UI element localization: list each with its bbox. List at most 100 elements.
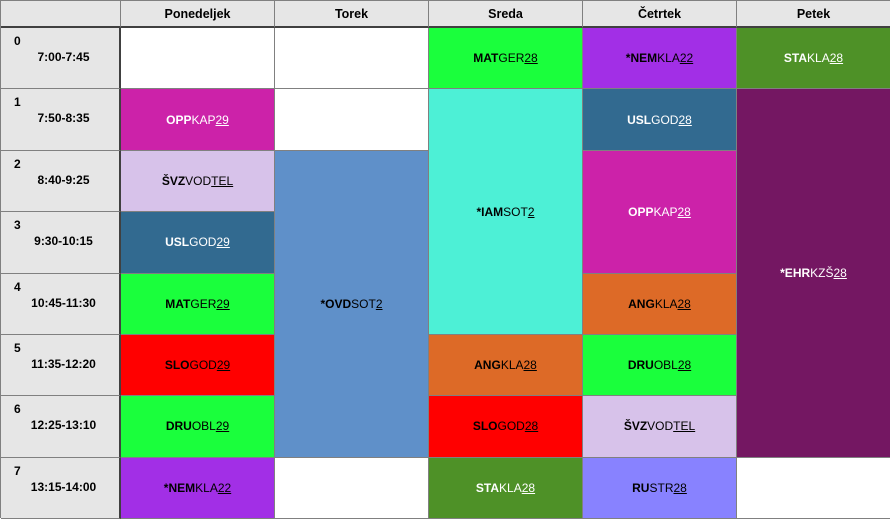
lesson-cell[interactable]: *OVD SOT 2 <box>275 150 429 458</box>
lesson-teacher: KLA <box>657 51 680 66</box>
lesson-teacher: GOD <box>651 112 679 127</box>
lesson-subject: *NEM <box>163 480 196 495</box>
lesson-cell[interactable]: USL GOD 29 <box>121 212 275 274</box>
lesson-cell[interactable]: STA KLA 28 <box>737 28 890 90</box>
lesson-room[interactable]: 28 <box>677 296 691 311</box>
lesson-teacher: OBL <box>653 358 678 373</box>
lesson-cell[interactable]: MAT GER 29 <box>121 273 275 335</box>
lesson-room[interactable]: 28 <box>673 480 687 495</box>
period-header: 6 12:25-13:10 <box>1 396 121 458</box>
lesson-room[interactable]: 22 <box>217 480 232 495</box>
period-time: 11:35-12:20 <box>31 356 96 371</box>
lesson-room[interactable]: 28 <box>521 480 536 495</box>
lesson-room[interactable]: 28 <box>678 112 692 127</box>
lesson-cell[interactable]: DRU OBL 29 <box>121 396 275 458</box>
lesson-subject: *EHR <box>780 266 811 280</box>
lesson-teacher: SOT <box>503 204 528 219</box>
day-header: Sreda <box>429 1 583 28</box>
lesson-room[interactable]: 28 <box>829 51 844 66</box>
lesson-room[interactable]: 2 <box>375 296 383 311</box>
lesson-cell[interactable]: *EHR KZŠ 28 <box>737 89 890 458</box>
lesson-cell[interactable]: OPP KAP 28 <box>583 150 737 274</box>
lesson-room[interactable]: 29 <box>215 112 229 127</box>
period-time: 12:25-13:10 <box>30 418 97 433</box>
lesson-teacher: KAP <box>191 112 216 127</box>
lesson-teacher: SOT <box>351 296 376 311</box>
lesson-cell[interactable]: *NEM KLA 22 <box>121 457 275 519</box>
lesson-teacher: GOD <box>189 235 217 250</box>
period-number: 0 <box>14 34 21 48</box>
corner-cell <box>1 1 121 28</box>
lesson-room[interactable]: 28 <box>677 204 691 219</box>
lesson-subject: ŠVZ <box>623 419 648 434</box>
period-number: 6 <box>14 402 21 417</box>
empty-slot <box>275 28 429 90</box>
day-header: Ponedeljek <box>121 1 275 28</box>
lesson-teacher: VOD <box>647 419 674 434</box>
lesson-cell[interactable]: MAT GER 28 <box>429 28 583 90</box>
period-number: 3 <box>14 218 21 233</box>
empty-slot <box>737 457 890 519</box>
lesson-room[interactable]: 28 <box>523 358 537 373</box>
lesson-subject: ANG <box>628 296 655 311</box>
lesson-room[interactable]: 22 <box>679 51 694 66</box>
day-header: Četrtek <box>583 1 737 28</box>
lesson-subject: SLO <box>472 419 498 434</box>
period-time: 7:00-7:45 <box>37 50 90 64</box>
lesson-cell[interactable]: SLO GOD 29 <box>121 334 275 397</box>
lesson-subject: MAT <box>473 51 499 66</box>
lesson-room[interactable]: 29 <box>216 235 230 250</box>
lesson-subject: *IAM <box>476 204 504 219</box>
lesson-teacher: KLA <box>195 480 218 495</box>
lesson-room[interactable]: 29 <box>216 358 231 373</box>
lesson-room[interactable]: 28 <box>524 51 538 66</box>
lesson-room[interactable]: 2 <box>527 204 535 219</box>
lesson-teacher: KLA <box>807 51 830 66</box>
day-header: Torek <box>275 1 429 28</box>
lesson-cell[interactable]: ANG KLA 28 <box>583 273 737 335</box>
lesson-room[interactable]: 29 <box>215 419 230 434</box>
lesson-subject: STA <box>475 480 500 495</box>
lesson-cell[interactable]: DRU OBL 28 <box>583 334 737 397</box>
lesson-teacher: STR <box>649 480 674 495</box>
lesson-teacher: GER <box>190 296 217 311</box>
lesson-cell[interactable]: SLO GOD 28 <box>429 396 583 458</box>
lesson-cell[interactable]: ŠVZ VOD TEL <box>121 150 275 213</box>
lesson-teacher: VOD <box>185 173 212 188</box>
empty-slot <box>275 457 429 519</box>
period-number: 4 <box>14 279 21 294</box>
lesson-room[interactable]: 29 <box>216 296 230 311</box>
period-number: 7 <box>14 463 21 478</box>
lesson-subject: USL <box>165 235 190 250</box>
lesson-teacher: KLA <box>654 296 678 311</box>
lesson-room[interactable]: TEL <box>673 419 696 434</box>
lesson-teacher: KLA <box>499 480 522 495</box>
lesson-room[interactable]: 28 <box>677 358 692 373</box>
lesson-cell[interactable]: RU STR 28 <box>583 457 737 519</box>
lesson-room[interactable]: 28 <box>524 419 539 434</box>
lesson-subject: MAT <box>165 296 191 311</box>
period-header: 7 13:15-14:00 <box>1 457 121 519</box>
lesson-cell[interactable]: STA KLA 28 <box>429 457 583 519</box>
lesson-subject: USL <box>627 112 652 127</box>
period-header: 2 8:40-9:25 <box>1 150 121 213</box>
lesson-cell[interactable]: ŠVZ VOD TEL <box>583 396 737 458</box>
period-time: 7:50-8:35 <box>37 111 90 126</box>
lesson-teacher: KAP <box>653 204 678 219</box>
lesson-cell[interactable]: *NEM KLA 22 <box>583 28 737 90</box>
lesson-room[interactable]: 28 <box>833 266 847 280</box>
period-header: 4 10:45-11:30 <box>1 273 121 335</box>
period-number: 1 <box>14 95 21 110</box>
lesson-cell[interactable]: USL GOD 28 <box>583 89 737 151</box>
lesson-teacher: GOD <box>497 419 525 434</box>
period-time: 9:30-10:15 <box>34 234 93 249</box>
lesson-cell[interactable]: ANG KLA 28 <box>429 334 583 397</box>
period-header: 1 7:50-8:35 <box>1 89 121 151</box>
lesson-cell[interactable]: OPP KAP 29 <box>121 89 275 151</box>
day-header: Petek <box>737 1 890 28</box>
lesson-cell[interactable]: *IAM SOT 2 <box>429 89 583 335</box>
lesson-room[interactable]: TEL <box>211 173 234 188</box>
lesson-subject: *NEM <box>625 51 658 66</box>
period-number: 2 <box>14 156 21 171</box>
